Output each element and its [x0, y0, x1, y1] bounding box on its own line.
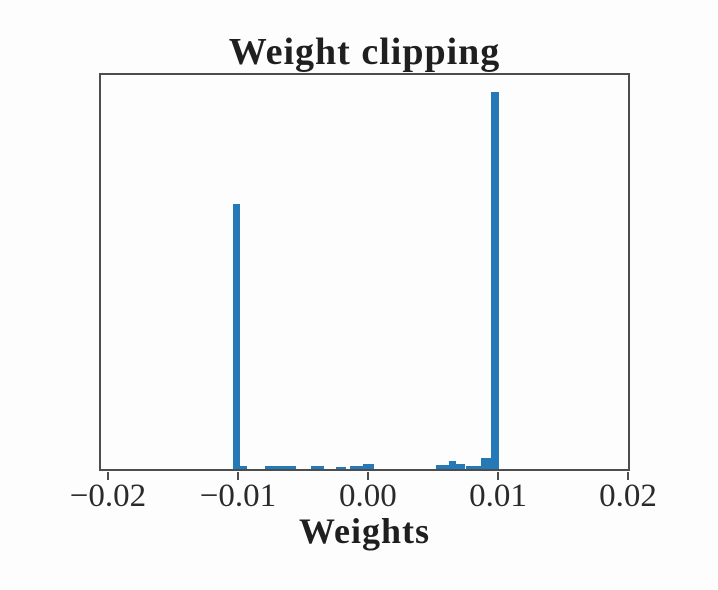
histogram-bar	[311, 465, 325, 469]
x-tick-label: 0.01	[469, 478, 527, 514]
x-tick-mark	[106, 472, 109, 480]
x-tick-label: 0.00	[339, 478, 397, 514]
histogram-bar	[456, 463, 466, 469]
histogram-bar	[349, 465, 363, 469]
x-tick-mark	[497, 472, 499, 480]
x-tick-label: 0.02	[599, 478, 657, 514]
histogram-bar	[362, 463, 375, 469]
histogram-bar	[436, 465, 450, 469]
x-tick-mark	[236, 472, 239, 480]
histogram-bar	[336, 467, 346, 469]
chart-title: Weight clipping	[228, 31, 501, 73]
histogram-bar	[481, 458, 491, 469]
x-tick-mark	[366, 472, 369, 480]
histogram-bar	[465, 465, 482, 469]
histogram-bar	[490, 91, 499, 469]
histogram-bar	[239, 465, 248, 469]
histogram-bar	[264, 465, 297, 469]
plot-area	[99, 73, 630, 471]
x-tick-label: −0.01	[199, 478, 277, 514]
histogram-bar	[449, 461, 457, 469]
x-axis-label: Weights	[298, 511, 430, 551]
x-tick-label: −0.02	[69, 478, 147, 514]
histogram-bar	[232, 204, 240, 469]
x-tick-mark	[627, 472, 629, 480]
